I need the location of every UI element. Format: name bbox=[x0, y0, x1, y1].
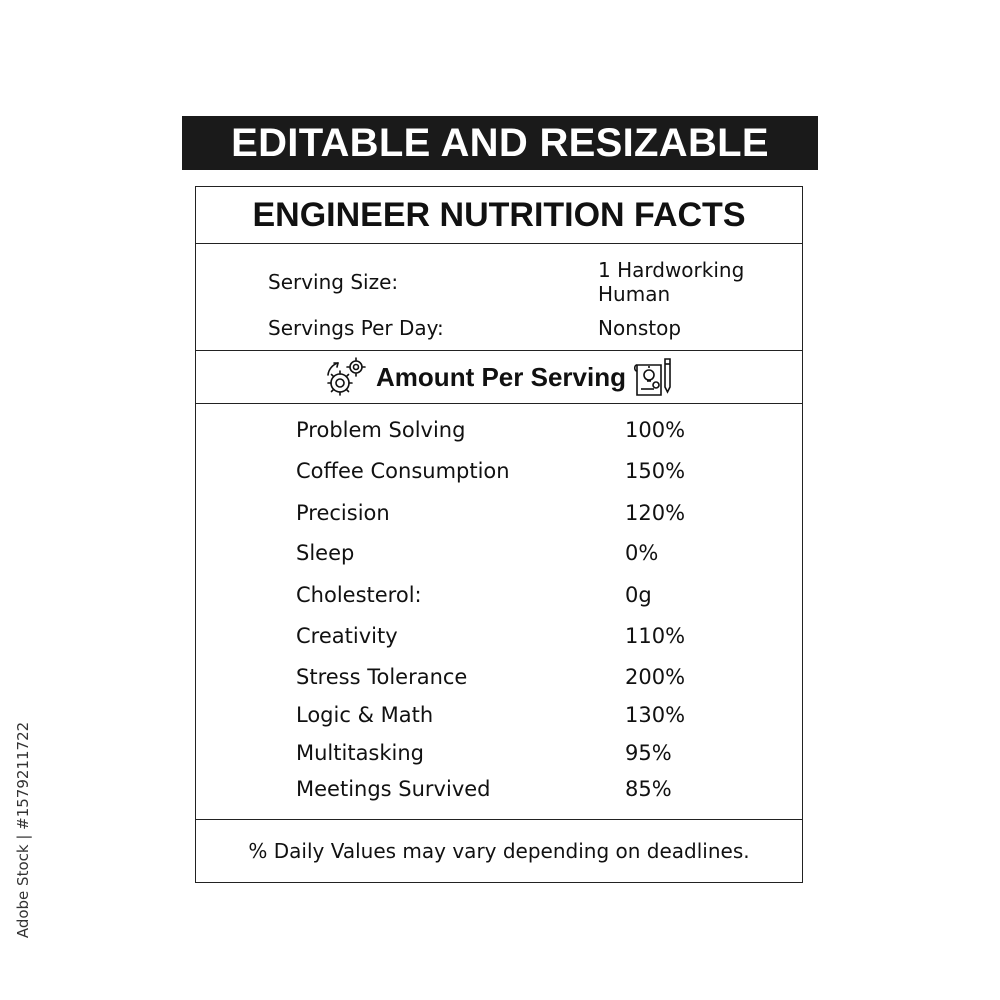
list-item: Sleep 0% bbox=[196, 541, 802, 571]
nutrient-name: Problem Solving bbox=[296, 418, 466, 442]
nutrient-value: 120% bbox=[625, 501, 686, 525]
serving-size-value-line1: 1 Hardworking bbox=[598, 258, 745, 282]
list-item: Coffee Consumption 150% bbox=[196, 459, 802, 489]
serving-size-value-line2: Human bbox=[598, 282, 671, 306]
nutrient-name: Multitasking bbox=[296, 741, 425, 765]
nutrient-value: 95% bbox=[625, 741, 672, 765]
list-item: Meetings Survived 85% bbox=[196, 777, 802, 807]
nutrient-list: Problem Solving 100% Coffee Consumption … bbox=[196, 404, 802, 820]
nutrient-value: 100% bbox=[625, 418, 686, 442]
list-item: Cholesterol: 0g bbox=[196, 583, 802, 613]
nutrient-value: 130% bbox=[625, 703, 686, 727]
servings-per-day-value: Nonstop bbox=[598, 316, 682, 340]
editable-banner: EDITABLE AND RESIZABLE bbox=[182, 116, 818, 170]
nutrient-name: Creativity bbox=[296, 624, 398, 648]
serving-size-label: Serving Size: bbox=[268, 270, 399, 294]
nutrient-name: Meetings Survived bbox=[296, 777, 491, 801]
nutrient-value: 0% bbox=[625, 541, 659, 565]
stock-id-text: Adobe Stock | #1579211722 bbox=[14, 721, 33, 939]
nutrient-name: Stress Tolerance bbox=[296, 665, 468, 689]
list-item: Precision 120% bbox=[196, 501, 802, 531]
nutrient-value: 0g bbox=[625, 583, 652, 607]
serving-section: Serving Size: 1 Hardworking Human Servin… bbox=[196, 244, 802, 351]
label-title: ENGINEER NUTRITION FACTS bbox=[196, 187, 802, 244]
nutrient-name: Cholesterol: bbox=[296, 583, 422, 607]
nutrient-value: 110% bbox=[625, 624, 686, 648]
servings-per-day-label: Servings Per Day: bbox=[268, 316, 444, 340]
amount-header: Amount Per Serving bbox=[196, 351, 802, 404]
list-item: Problem Solving 100% bbox=[196, 418, 802, 448]
list-item: Creativity 110% bbox=[196, 624, 802, 654]
list-item: Logic & Math 130% bbox=[196, 703, 802, 733]
stock-id-watermark: Adobe Stock | #1579211722 bbox=[8, 722, 38, 938]
gears-icon bbox=[324, 355, 368, 399]
nutrient-name: Sleep bbox=[296, 541, 355, 565]
nutrient-value: 150% bbox=[625, 459, 686, 483]
nutrition-label: ENGINEER NUTRITION FACTS Serving Size: 1… bbox=[195, 186, 803, 883]
list-item: Stress Tolerance 200% bbox=[196, 665, 802, 695]
list-item: Multitasking 95% bbox=[196, 741, 802, 771]
nutrient-value: 200% bbox=[625, 665, 686, 689]
nutrient-value: 85% bbox=[625, 777, 672, 801]
nutrient-name: Precision bbox=[296, 501, 390, 525]
nutrient-name: Coffee Consumption bbox=[296, 459, 510, 483]
nutrient-name: Logic & Math bbox=[296, 703, 434, 727]
amount-per-serving-label: Amount Per Serving bbox=[376, 361, 626, 392]
daily-values-footnote: % Daily Values may vary depending on dea… bbox=[248, 839, 750, 863]
blueprint-icon bbox=[633, 355, 674, 399]
